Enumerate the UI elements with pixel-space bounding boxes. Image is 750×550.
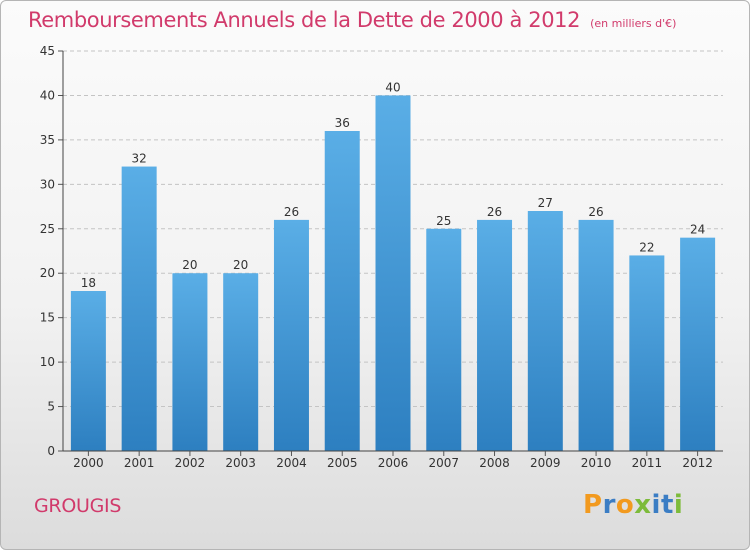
bar-value-label: 20 xyxy=(182,258,197,272)
x-tick-label: 2012 xyxy=(682,456,713,470)
logo-letter: r xyxy=(602,490,616,520)
x-tick-label: 2009 xyxy=(530,456,561,470)
bar-value-label: 26 xyxy=(588,205,603,219)
y-tick-label: 45 xyxy=(40,44,55,58)
y-tick-label: 40 xyxy=(40,88,55,102)
bar xyxy=(273,219,309,451)
y-tick-label: 30 xyxy=(40,177,55,191)
x-tick-label: 2004 xyxy=(276,456,307,470)
chart-title: Remboursements Annuels de la Dette de 20… xyxy=(28,8,676,32)
bar xyxy=(70,291,106,451)
bar-value-label: 36 xyxy=(335,116,350,130)
logo-letter: i xyxy=(651,490,661,520)
bar-value-label: 24 xyxy=(690,223,705,237)
y-tick-label: 35 xyxy=(40,133,55,147)
x-tick-label: 2005 xyxy=(327,456,358,470)
x-tick-label: 2010 xyxy=(581,456,612,470)
bar-value-label: 22 xyxy=(639,240,654,254)
bar-value-label: 26 xyxy=(284,205,299,219)
bar-value-label: 25 xyxy=(436,214,451,228)
chart-subtitle: (en milliers d'€) xyxy=(590,17,677,30)
commune-name: GROUGIS xyxy=(34,495,122,517)
bar xyxy=(477,219,513,451)
labels: 0 5 10 15 20 25 30 35 40 45 18 2000 32 2001 20 2002 20 20… xyxy=(40,44,713,470)
bar xyxy=(172,273,208,451)
bar xyxy=(527,211,563,451)
logo-letter: P xyxy=(583,490,603,520)
y-tick-label: 0 xyxy=(47,444,55,458)
y-tick-label: 10 xyxy=(40,355,55,369)
axes xyxy=(58,50,723,456)
x-tick-label: 2003 xyxy=(225,456,256,470)
bar-value-label: 20 xyxy=(233,258,248,272)
x-tick-label: 2008 xyxy=(479,456,510,470)
x-tick-label: 2011 xyxy=(632,456,663,470)
logo-letter: t xyxy=(660,490,674,520)
bar xyxy=(324,131,360,451)
logo-letter: x xyxy=(634,490,652,520)
bar-value-label: 32 xyxy=(132,152,147,166)
bar-value-label: 26 xyxy=(487,205,502,219)
proxiti-logo: Proxiti xyxy=(583,490,683,520)
x-tick-label: 2001 xyxy=(124,456,155,470)
bar-value-label: 40 xyxy=(385,80,400,94)
bar-value-label: 27 xyxy=(538,196,553,210)
y-tick-label: 25 xyxy=(40,222,55,236)
bar xyxy=(223,273,259,451)
x-tick-label: 2006 xyxy=(378,456,409,470)
bar xyxy=(680,237,716,451)
y-tick-label: 20 xyxy=(40,266,55,280)
bar xyxy=(629,255,665,451)
logo-letter: o xyxy=(615,490,635,520)
bar-value-label: 18 xyxy=(81,276,96,290)
chart-title-text: Remboursements Annuels de la Dette de 20… xyxy=(28,8,581,32)
bar xyxy=(375,95,411,451)
y-tick-label: 15 xyxy=(40,311,55,325)
y-tick-label: 5 xyxy=(47,400,55,414)
x-tick-label: 2002 xyxy=(175,456,206,470)
bar xyxy=(121,166,157,452)
bar xyxy=(578,219,614,451)
bar xyxy=(426,228,462,451)
bars xyxy=(70,95,716,452)
logo-letter: i xyxy=(673,490,684,520)
x-tick-label: 2000 xyxy=(73,456,104,470)
x-tick-label: 2007 xyxy=(428,456,459,470)
